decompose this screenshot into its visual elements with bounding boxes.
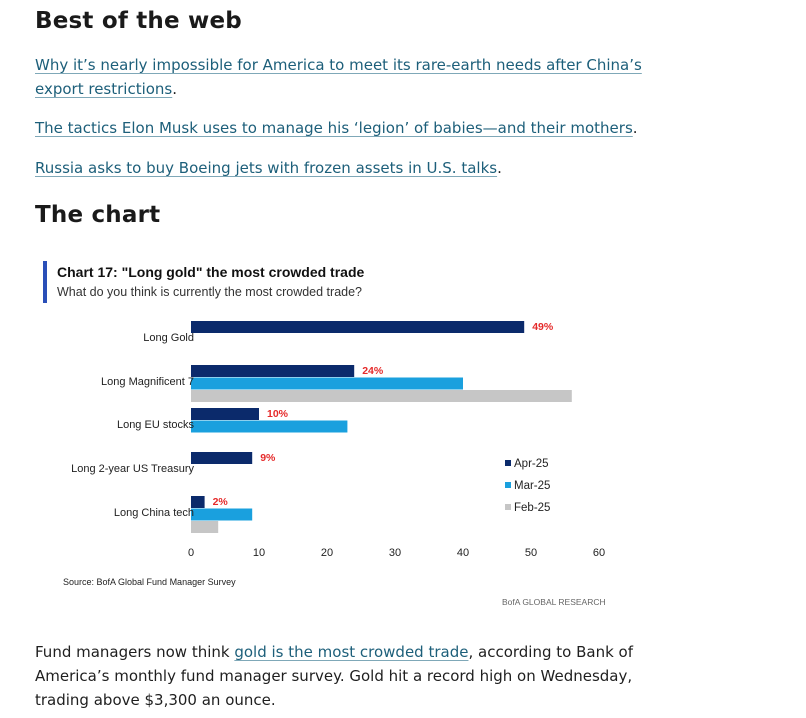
web-link-line-2: The tactics Elon Musk uses to manage his… [35,116,675,140]
data-label-4: 2% [213,496,229,508]
boeing-article-link[interactable]: Russia asks to buy Boeing jets with froz… [35,159,498,177]
category-label-0: Long Gold [143,332,194,344]
chart-accent-bar [43,261,47,303]
article-paragraph: Fund managers now think gold is the most… [35,640,665,712]
link-suffix: . [172,80,178,98]
bar-apr-25-1 [191,365,355,377]
bar-apr-25-0 [191,321,525,333]
data-label-1: 24% [362,365,384,377]
bar-mar-25-1 [191,377,463,390]
x-tick-2: 20 [321,547,333,559]
bar-apr-25-3 [191,452,253,464]
best-of-web-heading: Best of the web [35,8,242,34]
x-axis-ticks: 0 10 20 30 40 50 60 [188,547,605,559]
gold-crowded-trade-link[interactable]: gold is the most crowded trade [234,643,469,661]
chart-svg: Chart 17: "Long gold" the most crowded t… [43,261,606,607]
legend-swatch-mar-25 [505,482,511,488]
category-label-4: Long China tech [114,507,194,519]
bar-apr-25-2 [191,408,259,420]
web-link-line-1: Why it’s nearly impossible for America t… [35,53,675,101]
paragraph-text-end: , according to Bank of America’s monthly… [35,643,633,709]
chart-legend: Apr-25 Mar-25 Feb-25 [505,458,550,514]
x-tick-0: 0 [188,547,194,559]
chart-subtitle: What do you think is currently the most … [57,285,362,299]
legend-swatch-feb-25 [505,504,511,510]
data-label-0: 49% [532,321,554,333]
the-chart-heading: The chart [35,202,161,228]
category-label-1: Long Magnificent 7 [101,376,194,388]
bar-feb-25-4 [191,521,219,533]
category-label-3: Long 2-year US Treasury [71,463,194,475]
link-suffix: . [632,119,638,137]
crowded-trade-chart: Chart 17: "Long gold" the most crowded t… [40,255,640,615]
bars-layer [191,321,572,533]
bar-feb-25-1 [191,390,572,402]
x-tick-4: 40 [457,547,469,559]
bar-mar-25-4 [191,508,253,521]
x-tick-1: 10 [253,547,265,559]
legend-label-feb-25: Feb-25 [514,502,550,514]
bar-mar-25-2 [191,420,348,433]
link-suffix: . [497,159,502,177]
elon-musk-article-link[interactable]: The tactics Elon Musk uses to manage his… [35,119,633,137]
x-tick-3: 30 [389,547,401,559]
rare-earth-article-link[interactable]: Why it’s nearly impossible for America t… [35,56,642,98]
chart-title: Chart 17: "Long gold" the most crowded t… [57,264,365,280]
legend-label-mar-25: Mar-25 [514,480,550,492]
x-tick-5: 50 [525,547,537,559]
data-labels: 49% 24% 10% 9% 2% [213,321,554,508]
chart-source: Source: BofA Global Fund Manager Survey [63,577,236,587]
legend-label-apr-25: Apr-25 [514,458,549,470]
category-labels: Long Gold Long Magnificent 7 Long EU stock… [71,332,194,519]
data-label-2: 10% [267,408,289,420]
x-tick-6: 60 [593,547,605,559]
category-label-2: Long EU stocks [117,419,195,431]
web-link-line-3: Russia asks to buy Boeing jets with froz… [35,156,675,180]
data-label-3: 9% [260,452,276,464]
legend-swatch-apr-25 [505,460,511,466]
bar-apr-25-4 [191,496,205,508]
paragraph-text-start: Fund managers now think [35,643,235,661]
chart-brand: BofA GLOBAL RESEARCH [502,597,606,607]
